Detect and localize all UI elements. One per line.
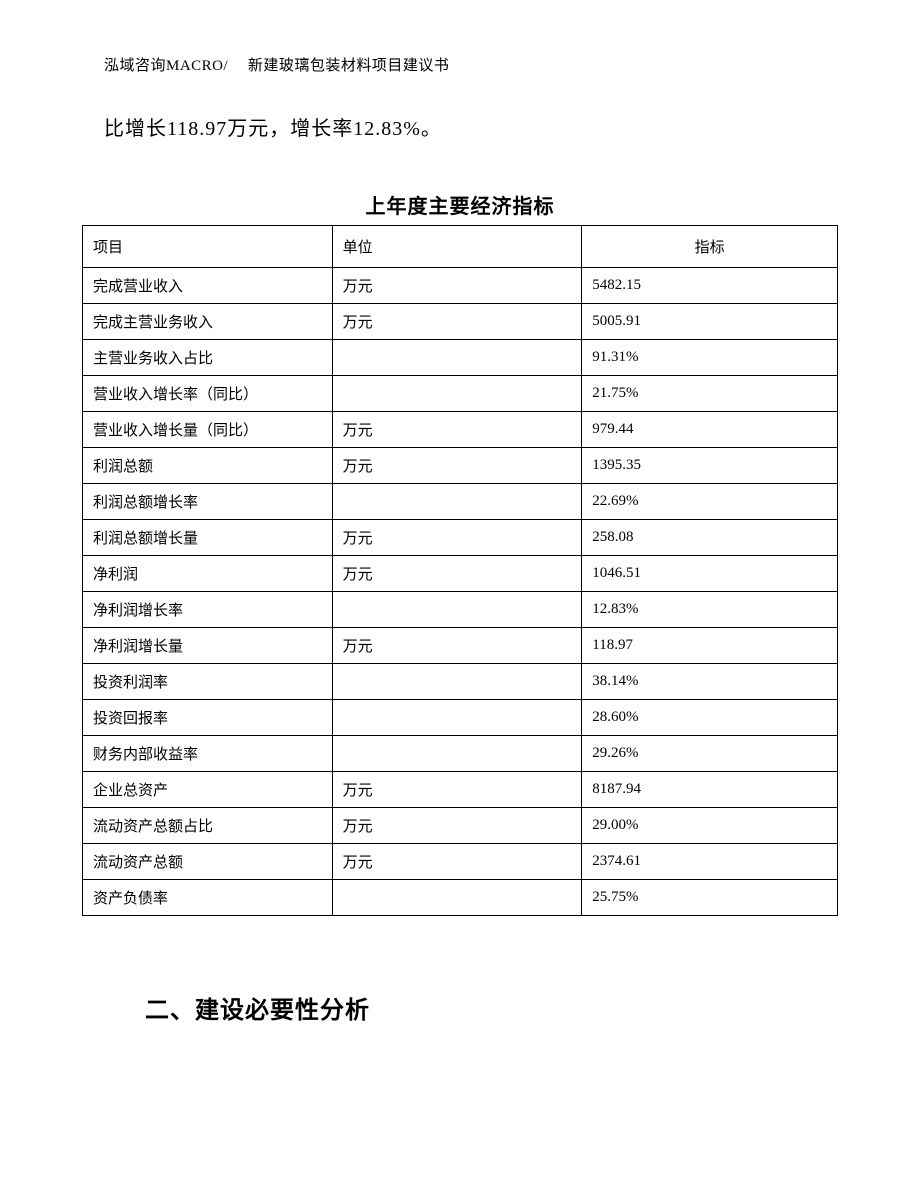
cell-unit: 万元 xyxy=(332,844,582,880)
table-row: 净利润增长率 12.83% xyxy=(83,592,838,628)
cell-item: 投资利润率 xyxy=(83,664,333,700)
table-row: 流动资产总额占比 万元 29.00% xyxy=(83,808,838,844)
cell-value: 5482.15 xyxy=(582,268,838,304)
cell-item: 财务内部收益率 xyxy=(83,736,333,772)
table-row: 完成主营业务收入 万元 5005.91 xyxy=(83,304,838,340)
table-header-row: 项目 单位 指标 xyxy=(83,226,838,268)
cell-item: 资产负债率 xyxy=(83,880,333,916)
cell-value: 22.69% xyxy=(582,484,838,520)
table-row: 利润总额 万元 1395.35 xyxy=(83,448,838,484)
table-row: 资产负债率 25.75% xyxy=(83,880,838,916)
page-header: 泓域咨询MACRO/ 新建玻璃包装材料项目建议书 xyxy=(104,54,449,75)
cell-value: 118.97 xyxy=(582,628,838,664)
table-row: 利润总额增长量 万元 258.08 xyxy=(83,520,838,556)
cell-value: 258.08 xyxy=(582,520,838,556)
cell-unit xyxy=(332,664,582,700)
cell-item: 净利润增长率 xyxy=(83,592,333,628)
cell-unit: 万元 xyxy=(332,772,582,808)
cell-unit: 万元 xyxy=(332,556,582,592)
table-row: 营业收入增长率（同比） 21.75% xyxy=(83,376,838,412)
table-row: 流动资产总额 万元 2374.61 xyxy=(83,844,838,880)
table-row: 净利润 万元 1046.51 xyxy=(83,556,838,592)
table-row: 投资利润率 38.14% xyxy=(83,664,838,700)
cell-item: 企业总资产 xyxy=(83,772,333,808)
cell-unit xyxy=(332,880,582,916)
cell-unit: 万元 xyxy=(332,520,582,556)
cell-item: 净利润 xyxy=(83,556,333,592)
table-row: 净利润增长量 万元 118.97 xyxy=(83,628,838,664)
cell-unit: 万元 xyxy=(332,448,582,484)
column-header-value: 指标 xyxy=(582,226,838,268)
cell-value: 28.60% xyxy=(582,700,838,736)
cell-value: 25.75% xyxy=(582,880,838,916)
cell-item: 净利润增长量 xyxy=(83,628,333,664)
cell-unit xyxy=(332,700,582,736)
cell-value: 29.26% xyxy=(582,736,838,772)
cell-unit: 万元 xyxy=(332,268,582,304)
cell-item: 投资回报率 xyxy=(83,700,333,736)
cell-value: 979.44 xyxy=(582,412,838,448)
table-row: 财务内部收益率 29.26% xyxy=(83,736,838,772)
cell-item: 完成营业收入 xyxy=(83,268,333,304)
cell-value: 29.00% xyxy=(582,808,838,844)
table-row: 企业总资产 万元 8187.94 xyxy=(83,772,838,808)
cell-value: 1046.51 xyxy=(582,556,838,592)
cell-unit: 万元 xyxy=(332,412,582,448)
table-row: 利润总额增长率 22.69% xyxy=(83,484,838,520)
cell-item: 利润总额增长率 xyxy=(83,484,333,520)
table-row: 营业收入增长量（同比） 万元 979.44 xyxy=(83,412,838,448)
cell-unit: 万元 xyxy=(332,628,582,664)
body-paragraph: 比增长118.97万元，增长率12.83%。 xyxy=(104,112,442,141)
table-row: 主营业务收入占比 91.31% xyxy=(83,340,838,376)
table-row: 投资回报率 28.60% xyxy=(83,700,838,736)
cell-unit: 万元 xyxy=(332,304,582,340)
cell-item: 流动资产总额 xyxy=(83,844,333,880)
cell-item: 流动资产总额占比 xyxy=(83,808,333,844)
cell-item: 主营业务收入占比 xyxy=(83,340,333,376)
cell-unit xyxy=(332,592,582,628)
cell-value: 38.14% xyxy=(582,664,838,700)
table-title: 上年度主要经济指标 xyxy=(0,190,920,219)
cell-item: 营业收入增长率（同比） xyxy=(83,376,333,412)
cell-unit xyxy=(332,340,582,376)
cell-unit: 万元 xyxy=(332,808,582,844)
table-body: 完成营业收入 万元 5482.15 完成主营业务收入 万元 5005.91 主营… xyxy=(83,268,838,916)
cell-value: 8187.94 xyxy=(582,772,838,808)
cell-item: 利润总额 xyxy=(83,448,333,484)
cell-value: 2374.61 xyxy=(582,844,838,880)
cell-value: 21.75% xyxy=(582,376,838,412)
cell-value: 91.31% xyxy=(582,340,838,376)
cell-unit xyxy=(332,376,582,412)
cell-value: 1395.35 xyxy=(582,448,838,484)
cell-value: 12.83% xyxy=(582,592,838,628)
cell-item: 营业收入增长量（同比） xyxy=(83,412,333,448)
table-row: 完成营业收入 万元 5482.15 xyxy=(83,268,838,304)
cell-item: 完成主营业务收入 xyxy=(83,304,333,340)
cell-value: 5005.91 xyxy=(582,304,838,340)
cell-unit xyxy=(332,484,582,520)
cell-item: 利润总额增长量 xyxy=(83,520,333,556)
cell-unit xyxy=(332,736,582,772)
column-header-item: 项目 xyxy=(83,226,333,268)
section-heading: 二、建设必要性分析 xyxy=(145,990,370,1025)
economic-indicators-table: 项目 单位 指标 完成营业收入 万元 5482.15 完成主营业务收入 万元 5… xyxy=(82,225,838,916)
column-header-unit: 单位 xyxy=(332,226,582,268)
